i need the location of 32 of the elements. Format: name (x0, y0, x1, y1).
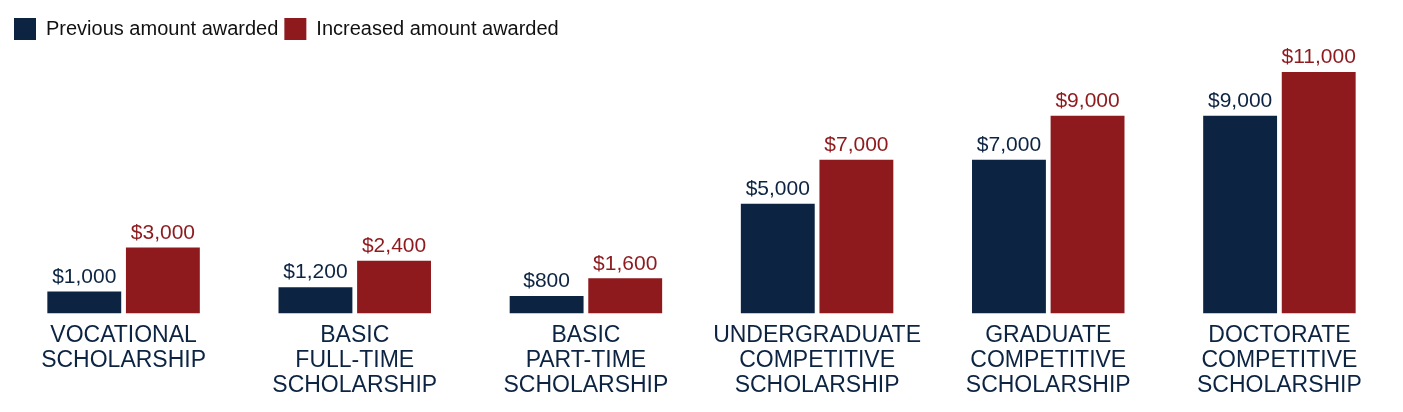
data-label: $800 (523, 268, 570, 292)
x-tick-label: VOCATIONAL SCHOLARSHIP (41, 321, 207, 373)
data-label: $5,000 (745, 175, 810, 199)
data-label: $3,000 (130, 219, 195, 243)
bar (1050, 115, 1125, 314)
bar (47, 291, 122, 314)
x-tick-label: BASIC FULL-TIME SCHOLARSHIP (272, 321, 438, 397)
bar (740, 203, 815, 314)
legend-label: Previous amount awarded (46, 16, 279, 39)
data-label: $9,000 (1055, 88, 1120, 112)
bar (278, 287, 353, 314)
bar (125, 247, 200, 314)
legend-label: Increased amount awarded (316, 16, 559, 39)
data-label: $1,200 (283, 259, 348, 283)
bar (1203, 115, 1278, 314)
data-label: $9,000 (1208, 88, 1273, 112)
x-tick-label: GRADUATE COMPETITIVE SCHOLARSHIP (965, 321, 1131, 397)
data-label: $11,000 (1281, 44, 1356, 68)
bar (819, 159, 894, 314)
bar (1281, 71, 1356, 314)
x-tick-label: UNDERGRADUATE COMPETITIVE SCHOLARSHIP (713, 321, 922, 397)
data-label: $7,000 (976, 132, 1042, 156)
data-label: $2,400 (361, 233, 427, 257)
data-label: $1,000 (52, 263, 117, 287)
bar (509, 295, 584, 314)
bar (588, 278, 663, 314)
data-label: $1,600 (593, 250, 658, 274)
bar (972, 159, 1046, 314)
x-tick-label: BASIC PART-TIME SCHOLARSHIP (503, 321, 669, 397)
bar (357, 260, 431, 314)
data-label: $7,000 (824, 132, 889, 156)
x-tick-label: DOCTORATE COMPETITIVE SCHOLARSHIP (1196, 321, 1362, 397)
